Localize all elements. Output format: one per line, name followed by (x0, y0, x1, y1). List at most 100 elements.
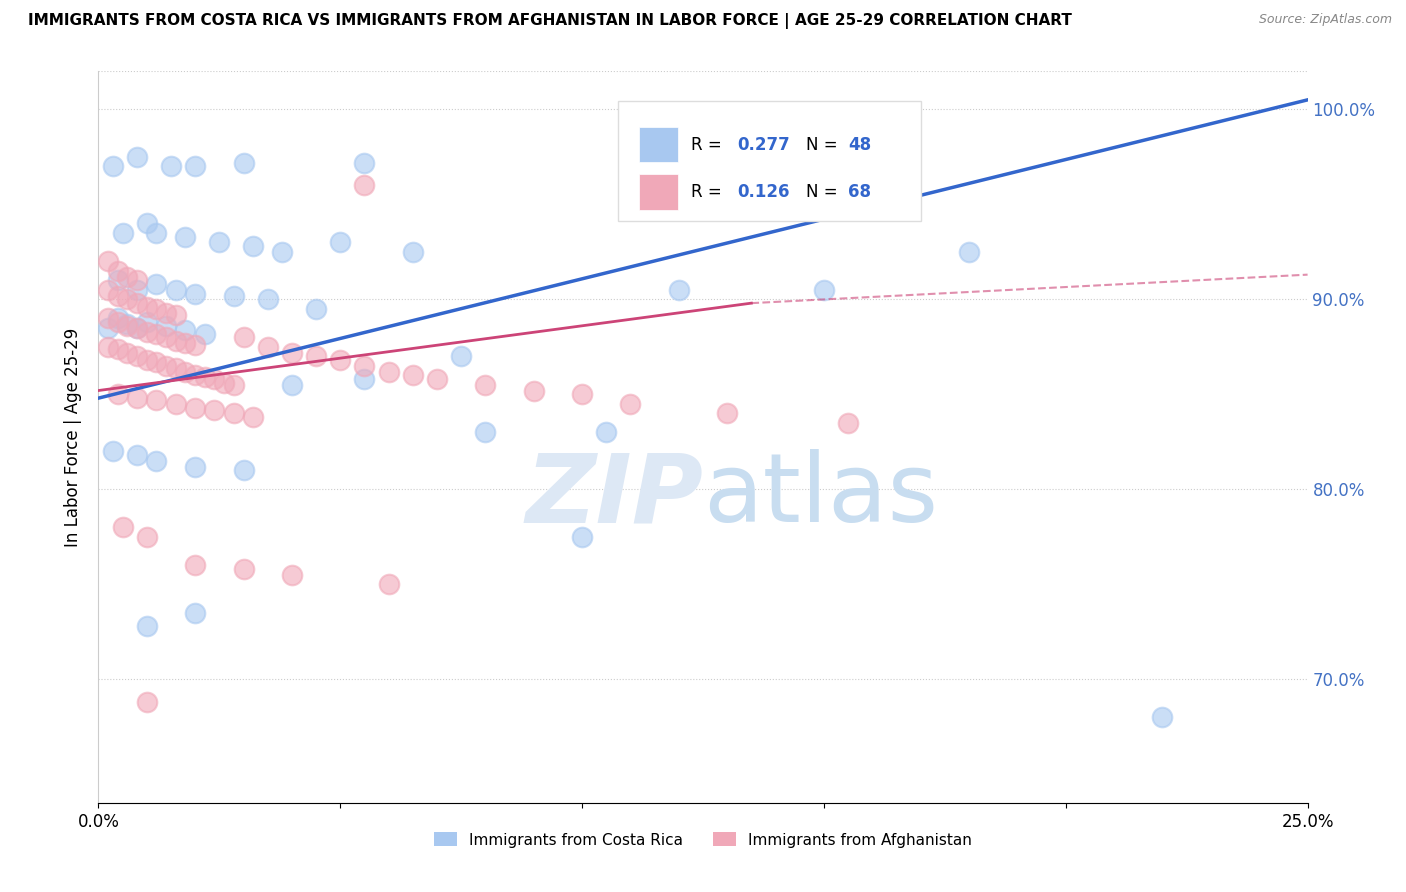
Point (194, 370, 217, 384)
Point (222, 406, 245, 420)
Point (97, 340, 120, 354)
Text: R =: R = (690, 183, 727, 201)
Text: 0.277: 0.277 (737, 136, 790, 153)
Point (165, 397, 187, 411)
Point (271, 244, 294, 259)
Point (127, 283, 149, 297)
Text: N =: N = (806, 136, 842, 153)
Point (208, 235, 231, 250)
Point (184, 368, 207, 383)
Point (117, 293, 139, 307)
Point (135, 325, 157, 339)
Point (256, 340, 278, 354)
Bar (638, 175, 678, 210)
FancyBboxPatch shape (619, 101, 921, 221)
Point (135, 695, 157, 709)
Point (101, 444, 124, 458)
Point (165, 283, 187, 297)
Bar (638, 127, 678, 162)
Point (571, 530, 593, 544)
Text: ZIP: ZIP (524, 449, 703, 542)
Point (281, 567, 304, 582)
Point (107, 315, 129, 329)
Point (111, 226, 134, 240)
Point (97, 283, 120, 297)
Y-axis label: In Labor Force | Age 25-29: In Labor Force | Age 25-29 (65, 327, 83, 547)
Point (117, 269, 139, 284)
Point (145, 301, 167, 316)
Point (212, 376, 235, 390)
Point (353, 178, 375, 193)
Point (204, 372, 226, 386)
Point (135, 300, 157, 314)
Point (184, 159, 207, 173)
Point (184, 286, 207, 301)
Point (716, 406, 738, 420)
Point (117, 318, 139, 333)
Point (619, 397, 641, 411)
Point (101, 159, 124, 173)
Point (377, 365, 399, 379)
Point (127, 321, 149, 335)
Point (256, 293, 278, 307)
Point (97, 254, 120, 268)
Point (242, 239, 264, 253)
Point (127, 273, 149, 287)
Point (174, 323, 197, 337)
Point (135, 315, 157, 329)
Point (117, 317, 139, 331)
Point (184, 606, 207, 620)
Point (174, 229, 197, 244)
Point (305, 301, 328, 316)
Point (281, 345, 304, 359)
Point (145, 326, 167, 341)
Point (184, 459, 207, 474)
Point (184, 558, 207, 573)
Point (145, 392, 167, 407)
Point (145, 226, 167, 240)
Point (145, 355, 167, 369)
Point (813, 283, 835, 297)
Point (155, 330, 177, 344)
Point (232, 562, 254, 576)
Point (184, 401, 207, 415)
Point (165, 308, 187, 322)
Text: Source: ZipAtlas.com: Source: ZipAtlas.com (1258, 13, 1392, 27)
Point (450, 349, 472, 363)
Point (474, 377, 496, 392)
Point (232, 330, 254, 344)
Point (474, 425, 496, 440)
Point (155, 359, 177, 373)
Text: 48: 48 (848, 136, 872, 153)
Point (232, 155, 254, 169)
Point (117, 345, 139, 359)
Point (135, 216, 157, 230)
Point (174, 336, 197, 351)
Point (281, 377, 304, 392)
Point (402, 244, 425, 259)
Point (194, 326, 217, 341)
Point (155, 305, 177, 319)
Text: atlas: atlas (703, 449, 938, 542)
Point (329, 353, 352, 368)
Text: 0.126: 0.126 (737, 183, 789, 201)
Legend: Immigrants from Costa Rica, Immigrants from Afghanistan: Immigrants from Costa Rica, Immigrants f… (427, 826, 979, 854)
Point (127, 321, 149, 335)
Point (353, 359, 375, 373)
Point (107, 273, 129, 287)
Text: 68: 68 (848, 183, 872, 201)
Point (242, 410, 264, 425)
Point (305, 349, 328, 363)
Point (595, 425, 617, 440)
Point (135, 619, 157, 633)
Point (165, 334, 187, 348)
Point (160, 159, 183, 173)
Point (353, 155, 375, 169)
Point (174, 365, 197, 379)
Point (222, 288, 245, 302)
Point (1152, 710, 1174, 724)
Point (97, 311, 120, 326)
Point (184, 338, 207, 352)
Point (426, 372, 449, 386)
Point (329, 235, 352, 250)
